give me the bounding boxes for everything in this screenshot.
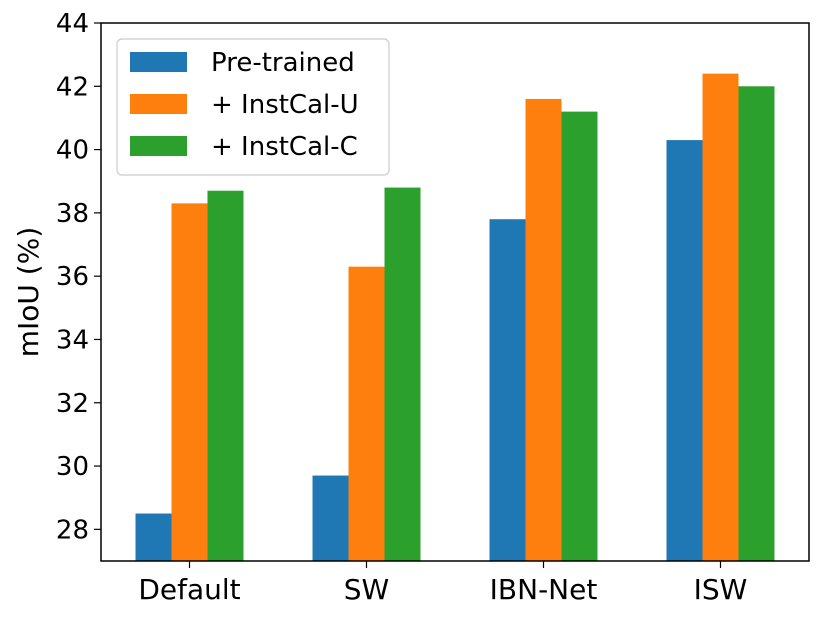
bar-sw-series-1 xyxy=(312,475,349,561)
bar-sw-series-3 xyxy=(384,187,421,562)
y-axis-label: mIoU (%) xyxy=(12,227,45,358)
y-tick-label: 38 xyxy=(56,199,89,229)
x-axis-ticks: Default SW IBN-Net ISW xyxy=(138,561,747,606)
y-tick-label: 32 xyxy=(56,389,89,419)
bar-ibn-net-series-1 xyxy=(489,219,526,561)
x-tick-label: IBN-Net xyxy=(490,573,598,606)
plot-frame xyxy=(100,22,810,562)
y-tick-label: 34 xyxy=(56,325,89,355)
y-tick-label: 44 xyxy=(56,9,89,39)
legend: Pre-trained + InstCal-U + InstCal-C xyxy=(116,38,390,176)
legend-label: + InstCal-C xyxy=(211,132,358,162)
y-tick-label: 36 xyxy=(56,262,89,292)
bar-isw-series-1 xyxy=(666,140,703,561)
x-tick-label: ISW xyxy=(694,573,748,606)
legend-swatch xyxy=(130,52,187,72)
x-tick-label: SW xyxy=(344,573,389,606)
bar-default-series-2 xyxy=(171,203,208,561)
y-tick-label: 42 xyxy=(56,72,89,102)
y-tick-label: 28 xyxy=(56,515,89,545)
legend-swatch xyxy=(130,136,187,156)
bar-isw-series-2 xyxy=(702,73,739,562)
legend-label: + InstCal-U xyxy=(211,90,359,120)
bar-ibn-net-series-2 xyxy=(525,98,562,561)
y-tick-label: 40 xyxy=(56,136,89,166)
y-tick-label: 30 xyxy=(56,452,89,482)
bar-ibn-net-series-3 xyxy=(561,111,598,562)
x-tick-label: Default xyxy=(138,573,240,606)
legend-swatch xyxy=(130,94,187,114)
bar-default-series-3 xyxy=(207,190,244,561)
bar-sw-series-2 xyxy=(348,266,385,561)
bars xyxy=(135,73,775,562)
legend-label: Pre-trained xyxy=(211,48,355,78)
y-axis-ticks: 28 30 32 34 36 38 40 42 44 xyxy=(56,9,101,545)
bar-isw-series-3 xyxy=(738,86,775,561)
bar-default-series-1 xyxy=(135,513,172,561)
